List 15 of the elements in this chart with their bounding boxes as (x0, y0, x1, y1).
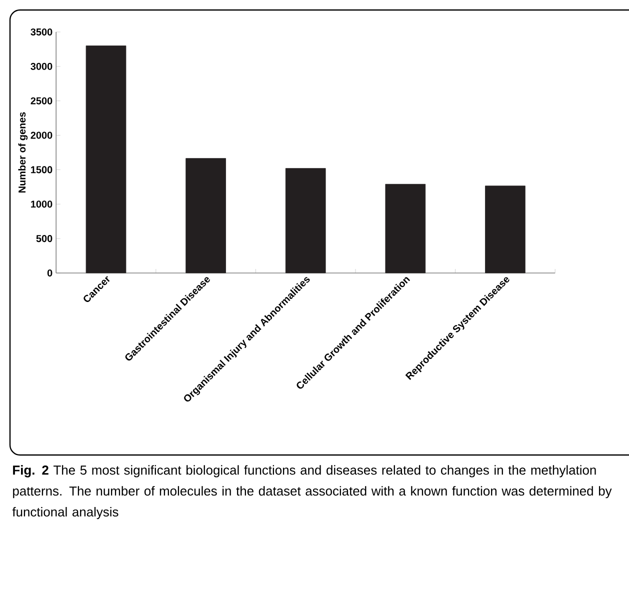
bar (285, 168, 326, 274)
y-tick-label: 0 (47, 269, 52, 277)
y-tick-label: 2500 (30, 97, 52, 104)
text: Fig. 2 The 5 most significant biological functions and diseases related to changes in the methylation patterns. The number of molecules in the dataset associated with a known function was determined by functional analysis (12, 465, 612, 520)
bar (186, 158, 226, 274)
bar (86, 46, 126, 274)
y-tick-label: 3000 (30, 62, 52, 70)
bar (485, 186, 526, 274)
y-tick-label: 3500 (30, 28, 52, 36)
y-axis-title: Number of genes (18, 112, 28, 192)
y-tick-label: 1000 (31, 200, 52, 208)
y-tick-label: 1500 (31, 166, 52, 174)
y-tick-label: 500 (36, 235, 52, 242)
y-tick-label: 2000 (30, 132, 52, 139)
bar (385, 184, 426, 274)
